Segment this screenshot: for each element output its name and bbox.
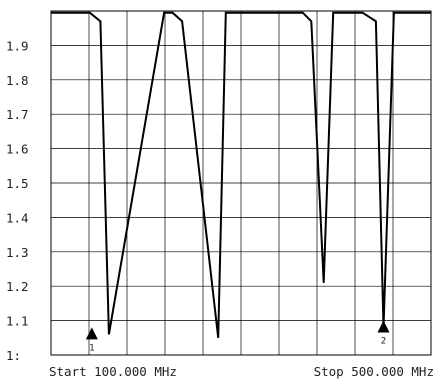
start-frequency-label: Start 100.000 MHz <box>49 364 177 379</box>
vswr-trace <box>51 11 431 338</box>
y-tick-label: 1.6 <box>6 142 29 157</box>
marker-2-triangle <box>377 320 390 333</box>
y-tick-labels: 1.9 1.8 1.7 1.6 1.5 1.4 1.3 1.2 1.1 1: <box>6 38 29 363</box>
y-tick-label: 1.7 <box>6 107 29 122</box>
y-tick-label: 1.5 <box>6 176 29 191</box>
grid <box>51 11 431 355</box>
y-tick-label: 1.1 <box>6 314 29 329</box>
y-tick-label: 1.8 <box>6 73 29 88</box>
y-tick-label: 1.3 <box>6 245 29 260</box>
y-tick-label: 1: <box>6 348 21 363</box>
marker-1-triangle <box>85 327 98 340</box>
stop-frequency-label: Stop 500.000 MHz <box>314 364 434 379</box>
marker-1-label: 1 <box>89 343 94 353</box>
markers: 12 <box>85 320 390 353</box>
y-tick-label: 1.9 <box>6 38 29 53</box>
y-tick-label: 1.2 <box>6 279 29 294</box>
marker-2-label: 2 <box>381 336 386 346</box>
y-tick-label: 1.4 <box>6 210 29 225</box>
